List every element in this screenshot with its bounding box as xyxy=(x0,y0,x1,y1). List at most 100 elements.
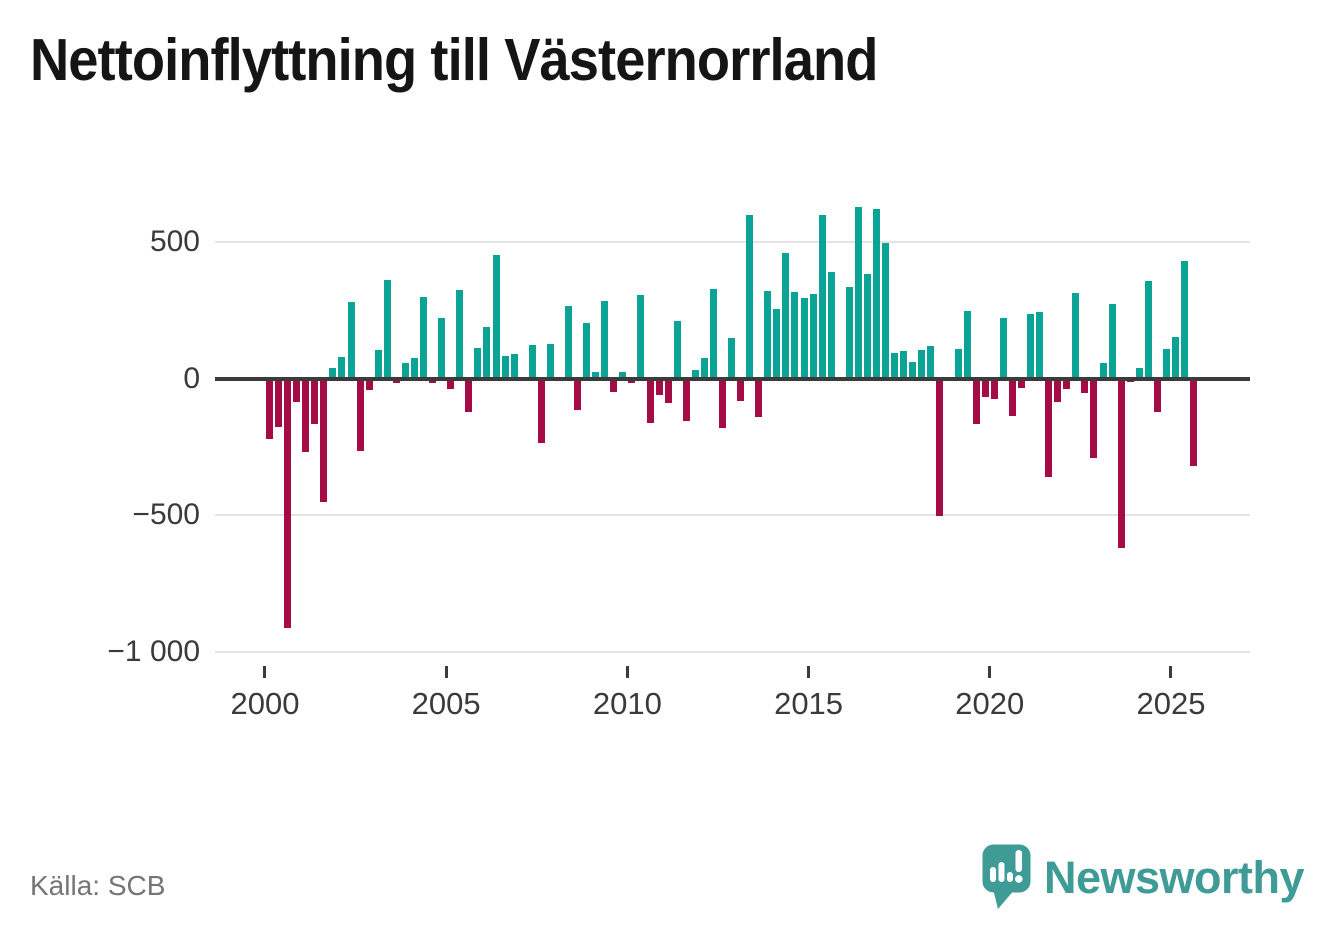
bar xyxy=(682,378,690,421)
bar xyxy=(764,291,772,379)
bar xyxy=(356,378,364,451)
bar xyxy=(900,350,908,379)
bar xyxy=(483,327,491,379)
bar xyxy=(1054,378,1062,402)
bar xyxy=(628,378,636,383)
bar xyxy=(728,337,736,379)
bar xyxy=(456,289,464,379)
bar xyxy=(1017,378,1025,388)
x-axis-label: 2000 xyxy=(230,686,300,721)
x-axis-tick xyxy=(1169,666,1173,678)
bar xyxy=(492,254,500,379)
bar xyxy=(972,378,980,424)
bar xyxy=(501,356,509,379)
bar xyxy=(873,208,881,379)
bar xyxy=(374,350,382,379)
bar xyxy=(719,378,726,428)
bar xyxy=(700,357,708,379)
bar xyxy=(338,356,346,379)
bar xyxy=(320,378,328,502)
bar xyxy=(1108,303,1116,379)
bar xyxy=(737,378,745,402)
bar xyxy=(574,378,582,411)
bar xyxy=(1027,313,1035,379)
bar xyxy=(927,345,935,379)
bar xyxy=(1181,261,1189,379)
bar xyxy=(510,353,518,379)
y-axis-label: 500 xyxy=(149,225,200,258)
zero-axis-line xyxy=(215,376,1250,381)
y-axis-label: −500 xyxy=(132,498,200,531)
bar xyxy=(1045,378,1053,477)
bar xyxy=(592,371,600,379)
bar xyxy=(791,291,799,379)
bar xyxy=(863,273,871,379)
bar xyxy=(755,378,763,417)
bar xyxy=(963,311,971,379)
bar xyxy=(827,272,835,379)
bar xyxy=(845,287,853,379)
bar xyxy=(284,378,292,629)
bar xyxy=(420,296,428,379)
x-axis-tick xyxy=(988,666,992,678)
bar xyxy=(891,352,899,379)
bar xyxy=(392,378,400,384)
bar xyxy=(329,368,337,379)
bar xyxy=(809,294,817,379)
bar xyxy=(990,378,998,400)
bar xyxy=(818,214,826,379)
bar xyxy=(1036,311,1044,379)
bar xyxy=(909,361,917,379)
x-axis-tick xyxy=(625,666,629,678)
bar xyxy=(429,378,437,384)
bar xyxy=(691,370,699,379)
x-axis-tick xyxy=(807,666,811,678)
bar xyxy=(266,378,273,439)
bar xyxy=(936,378,944,517)
bar xyxy=(854,207,862,379)
bar xyxy=(1117,378,1125,549)
x-axis-tick xyxy=(263,666,267,678)
bar xyxy=(564,305,572,379)
bar xyxy=(709,288,717,379)
bar xyxy=(302,378,310,453)
bar xyxy=(383,280,391,379)
bar xyxy=(918,349,926,379)
bar xyxy=(447,378,455,390)
x-axis-label: 2005 xyxy=(411,686,481,721)
bar xyxy=(1072,293,1080,379)
bar xyxy=(1135,367,1143,379)
bar xyxy=(655,378,663,395)
bar xyxy=(981,378,989,397)
bar xyxy=(773,308,781,379)
bar xyxy=(347,302,355,379)
bar xyxy=(637,295,645,379)
bar xyxy=(1081,378,1089,393)
bar xyxy=(619,371,627,379)
x-axis-label: 2020 xyxy=(955,686,1025,721)
bar xyxy=(601,301,609,379)
source-note: Källa: SCB xyxy=(30,870,166,901)
bar xyxy=(293,378,301,402)
bar xyxy=(465,378,473,412)
bar xyxy=(673,321,681,379)
bar xyxy=(410,357,418,379)
bar xyxy=(1172,337,1179,379)
newsworthy-logo: Newsworthy xyxy=(981,843,1305,915)
x-axis-label: 2015 xyxy=(774,686,844,721)
bar xyxy=(1099,363,1107,379)
bar xyxy=(800,297,808,379)
y-axis-label: −1 000 xyxy=(107,634,200,668)
bar xyxy=(664,378,672,404)
bar xyxy=(1153,378,1161,413)
bar xyxy=(882,243,890,379)
x-axis-label: 2025 xyxy=(1136,686,1206,721)
bar xyxy=(275,378,283,427)
bar xyxy=(438,317,446,379)
x-axis-tick xyxy=(444,666,448,678)
bar xyxy=(782,252,790,379)
bar xyxy=(646,378,654,423)
y-axis-label: 0 xyxy=(183,361,200,395)
